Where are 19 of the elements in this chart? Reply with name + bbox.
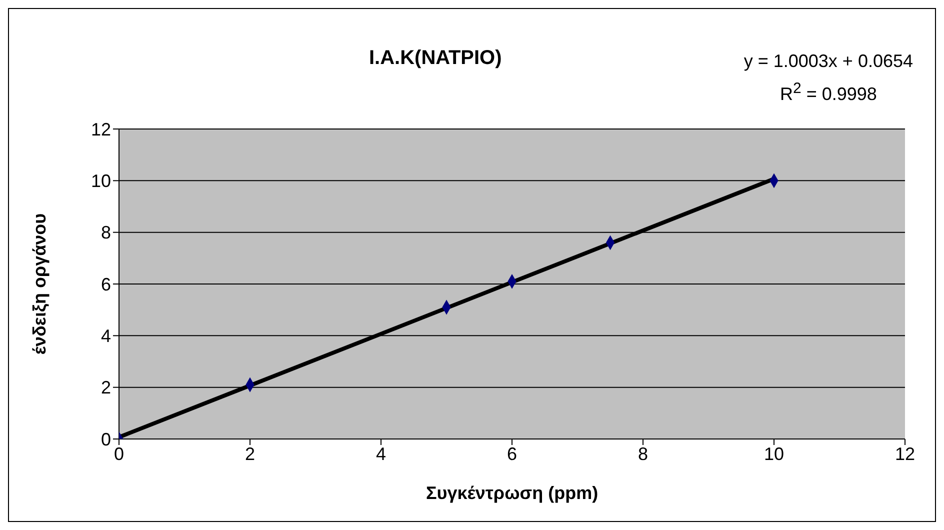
x-tick-label: 6 <box>506 444 518 464</box>
text: R$^{2}$ = 0.9998 <box>778 79 878 106</box>
x-tick-label: 12 <box>894 444 916 464</box>
y-tick-label: 4 <box>100 326 111 346</box>
text: y = 1.0003x + 0.0654 <box>744 50 913 73</box>
y-tick-label: 2 <box>100 378 111 398</box>
y-tick-label: 10 <box>90 171 111 192</box>
x-tick-label: 10 <box>764 444 784 464</box>
x-tick-label: 0 <box>114 444 124 464</box>
y-axis-title: ένδειξη οργάνου <box>29 213 50 355</box>
y-tick-label: 12 <box>90 119 111 140</box>
chart-title: Ι.Α.Κ(ΝΑΤΡΙΟ) <box>369 47 502 70</box>
y-tick-label: 6 <box>100 274 111 294</box>
y-tick-label: 8 <box>100 222 111 243</box>
x-tick-label: 8 <box>638 444 648 464</box>
y-tick-label: 0 <box>100 429 111 450</box>
x-tick-label: 4 <box>376 444 386 464</box>
x-tick-label: 2 <box>244 444 256 464</box>
x-axis-title: Συγκέντρωση (ppm) <box>426 483 598 503</box>
